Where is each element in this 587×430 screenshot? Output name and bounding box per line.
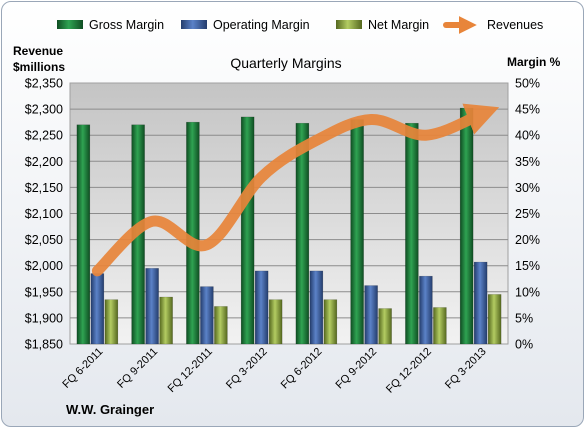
- legend-label-operating-margin: Operating Margin: [213, 18, 310, 32]
- legend-swatch-net-margin: [336, 20, 362, 29]
- left-axis-tick-label: $1,900: [25, 311, 63, 325]
- bar-net-margin: [104, 299, 119, 345]
- legend-swatch-operating-margin: [181, 20, 207, 29]
- x-axis-tick-label: FQ 9-2011: [115, 346, 160, 391]
- bar-operating-margin: [309, 270, 324, 345]
- right-axis-tick-label: 50%: [515, 77, 540, 91]
- bar-gross-margin: [295, 122, 310, 345]
- bar-gross-margin: [350, 119, 364, 345]
- left-axis-tick-label: $2,050: [25, 233, 63, 247]
- left-axis-ticks: $1,850 $1,900 $1,950 $2,000 $2,050 $2,100 $2,1…: [25, 77, 63, 352]
- bar-operating-margin: [200, 286, 214, 345]
- x-axis-tick-label: FQ 3-2012: [224, 346, 270, 392]
- left-axis-tick-label: $2,200: [25, 155, 63, 169]
- bar-gross-margin: [240, 116, 255, 345]
- left-axis-tick-label: $2,150: [25, 181, 63, 195]
- x-axis-tick-label: FQ 12-2012: [384, 346, 434, 396]
- left-axis-tick-label: $2,000: [25, 259, 63, 273]
- x-axis-labels: FQ 6-2011 FQ 9-2011 FQ 12-2011 FQ 3-2012 FQ …: [60, 346, 488, 396]
- right-axis-tick-label: 25%: [515, 207, 540, 221]
- bar-net-margin: [433, 307, 447, 345]
- right-axis-label: Margin %: [507, 55, 561, 69]
- x-axis-tick-label: FQ 12-2011: [166, 346, 215, 395]
- left-axis-tick-label: $2,100: [25, 207, 63, 221]
- bar-gross-margin: [405, 122, 419, 345]
- right-axis-tick-label: 5%: [515, 311, 533, 325]
- bar-operating-margin: [419, 275, 433, 345]
- bar-operating-margin: [473, 261, 488, 345]
- legend-swatch-gross-margin: [57, 20, 83, 29]
- right-axis-tick-label: 10%: [515, 285, 540, 299]
- bar-gross-margin: [76, 124, 91, 345]
- bar-net-margin: [159, 296, 173, 345]
- left-axis-label-line2: $millions: [13, 60, 65, 74]
- chart-title: Quarterly Margins: [230, 55, 341, 71]
- bar-net-margin: [268, 299, 283, 345]
- x-axis-tick-label: FQ 3-2013: [443, 346, 489, 392]
- right-axis-ticks: 0% 5% 10% 15% 20% 25% 30% 35% 40% 45% 50%: [515, 77, 540, 352]
- legend: Gross Margin Operating Margin Net Margin…: [57, 16, 543, 34]
- bar-net-margin: [487, 294, 502, 345]
- x-axis-tick-label: FQ 6-2012: [279, 346, 325, 392]
- bar-operating-margin: [90, 273, 105, 345]
- footer-company: W.W. Grainger: [66, 402, 154, 417]
- right-axis-tick-label: 40%: [515, 129, 540, 143]
- bar-operating-margin: [364, 285, 378, 345]
- legend-label-net-margin: Net Margin: [368, 18, 429, 32]
- right-axis-tick-label: 45%: [515, 103, 540, 117]
- bar-gross-margin: [459, 107, 474, 345]
- bar-net-margin: [378, 308, 392, 345]
- bar-series: [76, 107, 502, 345]
- left-axis-tick-label: $2,350: [25, 77, 63, 91]
- legend-label-revenues: Revenues: [487, 18, 543, 32]
- left-axis-tick-label: $2,300: [25, 103, 63, 117]
- bar-operating-margin: [254, 270, 269, 345]
- right-axis-tick-label: 20%: [515, 233, 540, 247]
- bar-gross-margin: [186, 121, 200, 345]
- x-axis-tick-label: FQ 9-2012: [334, 346, 380, 392]
- left-axis-tick-label: $1,950: [25, 285, 63, 299]
- left-axis-tick-label: $2,250: [25, 129, 63, 143]
- revenue-line-path: [91, 103, 500, 277]
- bar-net-margin: [323, 299, 338, 345]
- legend-label-gross-margin: Gross Margin: [89, 18, 164, 32]
- bar-net-margin: [214, 306, 228, 345]
- right-axis-tick-label: 15%: [515, 259, 540, 273]
- right-axis-tick-label: 30%: [515, 181, 540, 195]
- x-axis-tick-label: FQ 6-2011: [60, 346, 105, 391]
- revenue-line: [91, 103, 500, 277]
- right-axis-tick-label: 0%: [515, 338, 533, 352]
- left-axis-label-line1: Revenue: [13, 44, 63, 58]
- left-axis-tick-label: $1,850: [25, 338, 63, 352]
- right-axis-tick-label: 35%: [515, 155, 540, 169]
- bar-operating-margin: [145, 268, 159, 345]
